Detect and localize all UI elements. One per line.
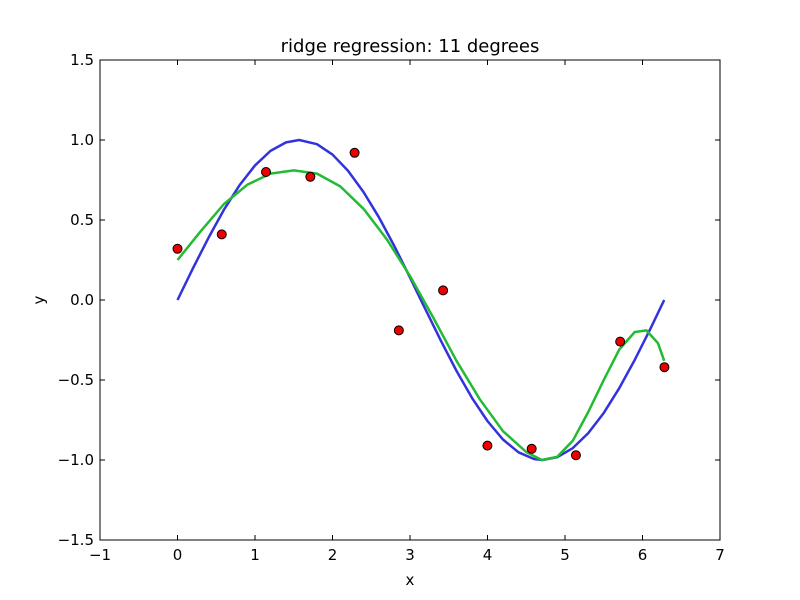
y-tick-label: 0.0 bbox=[70, 291, 94, 309]
x-tick-label: 3 bbox=[405, 546, 415, 564]
x-axis-label: x bbox=[406, 571, 415, 589]
x-tick-label: −1 bbox=[89, 546, 111, 564]
data-point bbox=[305, 171, 316, 182]
y-tick-label: −1.0 bbox=[58, 451, 94, 469]
data-point bbox=[438, 285, 449, 296]
data-point bbox=[172, 243, 183, 254]
x-tick-label: 4 bbox=[483, 546, 493, 564]
plot-area-frame bbox=[99, 59, 721, 541]
y-tick-label: −0.5 bbox=[58, 371, 94, 389]
data-point bbox=[615, 336, 626, 347]
x-tick-label: 0 bbox=[173, 546, 183, 564]
y-tick-label: 1.0 bbox=[70, 131, 94, 149]
data-point bbox=[393, 325, 404, 336]
y-tick-label: 1.5 bbox=[70, 51, 94, 69]
data-point bbox=[659, 362, 670, 373]
x-tick-label: 7 bbox=[715, 546, 725, 564]
data-point bbox=[349, 147, 360, 158]
y-tick-label: −1.5 bbox=[58, 531, 94, 549]
y-axis-label: y bbox=[30, 295, 48, 304]
x-tick-label: 2 bbox=[328, 546, 338, 564]
fit-curve-line bbox=[176, 169, 666, 462]
data-point bbox=[570, 450, 581, 461]
data-point bbox=[526, 443, 537, 454]
x-tick-label: 5 bbox=[560, 546, 570, 564]
y-tick-label: 0.5 bbox=[70, 211, 94, 229]
true-curve-line bbox=[176, 138, 666, 462]
x-tick-label: 1 bbox=[250, 546, 260, 564]
chart-title: ridge regression: 11 degrees bbox=[281, 36, 540, 57]
data-point bbox=[216, 229, 227, 240]
data-point bbox=[482, 440, 493, 451]
x-tick-label: 6 bbox=[638, 546, 648, 564]
data-point bbox=[261, 167, 272, 177]
